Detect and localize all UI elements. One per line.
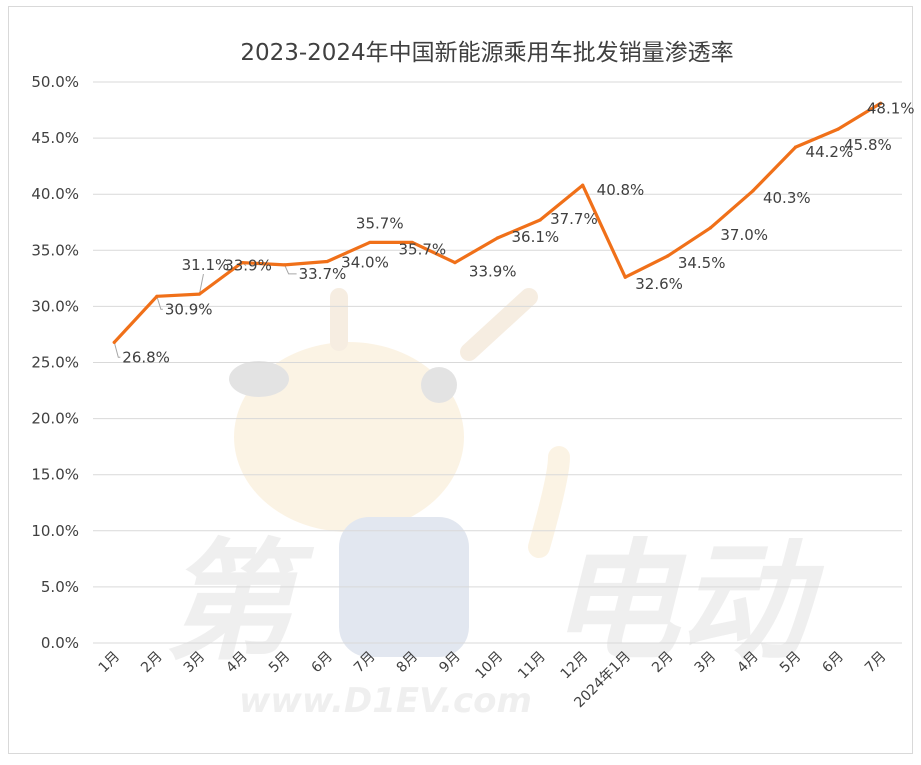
data-label: 26.8% (122, 348, 170, 366)
data-label: 40.8% (597, 181, 645, 199)
data-label: 31.1% (182, 256, 230, 274)
data-label: 34.0% (341, 254, 389, 272)
data-label: 48.1% (867, 99, 914, 117)
chart-title: 2023-2024年中国新能源乘用车批发销量渗透率 (240, 40, 733, 66)
data-point (751, 189, 755, 193)
y-tick-label: 30.0% (31, 297, 79, 315)
x-tick-label: 6月 (819, 649, 847, 677)
data-point (538, 218, 542, 222)
x-tick-label: 7月 (862, 649, 890, 677)
svg-text:电动: 电动 (549, 526, 825, 678)
x-tick-label: 6月 (308, 649, 336, 677)
data-point (708, 226, 712, 230)
label-leader-line (198, 273, 204, 295)
y-tick-label: 10.0% (31, 522, 79, 540)
label-leader-line (113, 342, 121, 358)
data-label: 36.1% (512, 228, 560, 246)
chart-frame: 第 电动 www.D1EV.com 2023-2024年中国新能源乘用车批发销量… (8, 6, 914, 754)
line-chart: 第 电动 www.D1EV.com 2023-2024年中国新能源乘用车批发销量… (31, 40, 914, 721)
series-line-layer (112, 101, 883, 344)
watermark-logo: 第 电动 www.D1EV.com (164, 288, 825, 721)
data-point (666, 254, 670, 258)
label-leader-line (284, 264, 297, 275)
gridlines (93, 81, 902, 644)
data-label: 33.9% (224, 257, 272, 275)
svg-text:www.D1EV.com: www.D1EV.com (239, 681, 532, 721)
y-tick-label: 15.0% (31, 466, 79, 484)
data-label: 33.9% (469, 263, 517, 281)
data-point (495, 236, 500, 240)
data-point (836, 127, 840, 131)
data-label: 32.6% (635, 275, 683, 293)
data-label: 33.7% (299, 265, 347, 283)
x-tick-label: 10月 (473, 649, 507, 683)
data-label: 35.7% (356, 214, 404, 232)
data-point (155, 294, 159, 298)
data-point (623, 275, 627, 279)
y-tick-label: 50.0% (31, 73, 79, 91)
data-point (879, 101, 883, 105)
label-leader-line (156, 296, 163, 310)
data-point (793, 145, 798, 149)
y-tick-label: 35.0% (31, 241, 79, 259)
x-tick-label: 11月 (515, 649, 549, 683)
y-tick-label: 0.0% (41, 634, 79, 652)
data-label: 37.0% (720, 226, 768, 244)
data-label: 37.7% (550, 210, 598, 228)
y-tick-label: 45.0% (31, 129, 79, 147)
y-tick-label: 25.0% (31, 354, 79, 372)
data-label: 44.2% (806, 143, 854, 161)
data-point (197, 292, 202, 296)
data-point (240, 261, 244, 265)
data-point (283, 263, 287, 267)
data-point (112, 340, 116, 344)
data-point (325, 259, 329, 264)
x-tick-label: 2月 (138, 649, 166, 677)
data-label: 40.3% (763, 189, 811, 207)
y-tick-label: 5.0% (41, 578, 79, 596)
x-tick-label: 1月 (96, 649, 124, 677)
data-label: 34.5% (678, 254, 726, 272)
y-tick-label: 40.0% (31, 185, 79, 203)
svg-text:第: 第 (164, 526, 315, 678)
data-label: 45.8% (844, 136, 892, 154)
data-point (453, 261, 457, 265)
data-point (368, 240, 372, 245)
data-point (581, 183, 585, 187)
data-label: 35.7% (399, 240, 447, 258)
data-label: 30.9% (165, 300, 213, 318)
data-labels: 26.8%30.9%31.1%33.9% 33.7%34.0%35.7%35.7%… (122, 99, 914, 366)
data-point (410, 240, 414, 245)
y-tick-label: 20.0% (31, 410, 79, 428)
y-axis-ticks: 0.0% 5.0% 10.0% 15.0% 20.0% 25.0% 30.0% 35.0% 40… (31, 73, 79, 652)
